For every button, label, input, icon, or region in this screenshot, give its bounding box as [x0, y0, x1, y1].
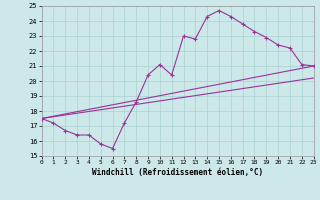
- X-axis label: Windchill (Refroidissement éolien,°C): Windchill (Refroidissement éolien,°C): [92, 168, 263, 177]
